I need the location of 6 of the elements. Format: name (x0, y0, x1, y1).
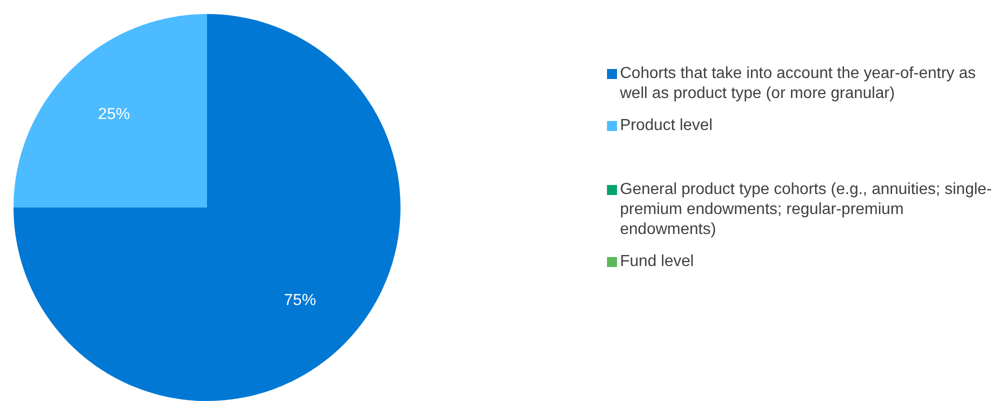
data-label: 75% (284, 292, 316, 309)
data-label: 25% (98, 106, 130, 123)
legend-label: General product type cohorts (e.g., annuities; single-premium endowments; regular-premium endowments) (620, 180, 992, 240)
legend-label: Fund level (620, 252, 694, 272)
legend-label: Cohorts that take into account the year-of-entry as well as product type (or more granular) (620, 64, 977, 104)
legend-label: Product level (620, 116, 712, 136)
